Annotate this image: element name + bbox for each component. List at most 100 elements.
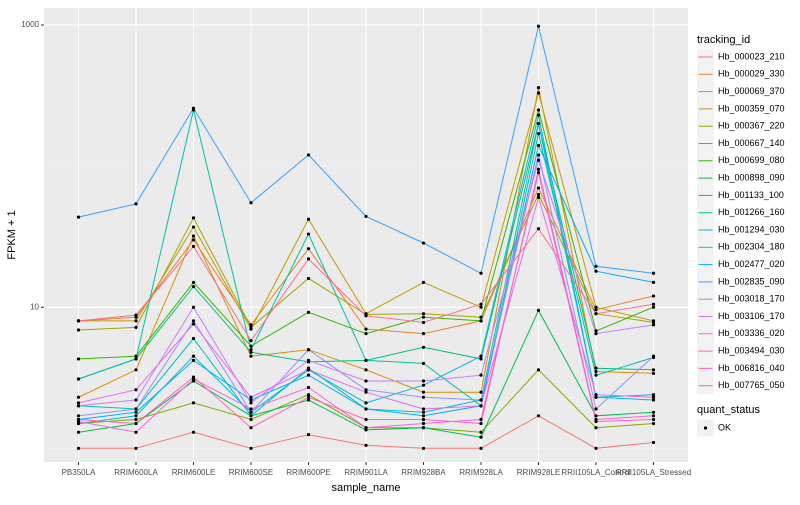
data-point (191, 358, 196, 362)
legend-label: Hb_000023_210 (718, 51, 785, 61)
data-point (479, 435, 483, 439)
data-point (364, 428, 368, 432)
data-point (191, 305, 196, 309)
data-point (594, 305, 598, 309)
data-point (421, 241, 426, 245)
data-point (594, 308, 598, 312)
data-point (76, 430, 81, 434)
legend-title: tracking_id (697, 34, 750, 46)
data-point (479, 404, 483, 408)
data-point (306, 276, 311, 281)
data-point (479, 315, 483, 319)
data-point (249, 354, 253, 358)
data-point (594, 369, 598, 374)
data-point (76, 357, 81, 361)
data-point (364, 388, 368, 392)
data-point (306, 393, 311, 397)
x-tick-label: RRIM928LE (517, 468, 561, 477)
data-point (479, 446, 483, 450)
legend-label: Hb_000898_090 (718, 172, 785, 182)
data-point (536, 308, 541, 312)
x-tick-label: PB350LA (62, 468, 96, 477)
data-point (306, 398, 311, 402)
data-point (651, 305, 656, 309)
data-point (651, 393, 656, 397)
data-point (191, 354, 196, 358)
data-point (594, 393, 598, 397)
data-point (651, 271, 656, 275)
data-point (364, 327, 368, 331)
y-axis-label: FPKM + 1 (6, 210, 18, 259)
points (76, 24, 656, 450)
legend-label: Hb_000699_080 (718, 155, 785, 165)
data-point (536, 143, 541, 148)
data-point (594, 426, 598, 430)
data-point (421, 345, 426, 349)
data-point (134, 368, 138, 372)
legend-label: Hb_002304_180 (718, 242, 785, 252)
data-point (364, 368, 368, 372)
legend-label: Hb_002477_020 (718, 259, 785, 269)
data-point (421, 410, 426, 414)
data-point (421, 280, 426, 284)
data-point (191, 106, 196, 110)
data-point (191, 225, 196, 229)
data-point (536, 153, 541, 157)
legend-label: Hb_000029_330 (718, 69, 785, 79)
data-point (594, 414, 598, 418)
data-point (479, 417, 483, 422)
data-point (306, 217, 311, 221)
data-point (536, 108, 541, 112)
data-point (306, 395, 311, 399)
data-point (306, 373, 311, 377)
data-point (134, 319, 138, 323)
data-point (249, 344, 253, 348)
data-point (249, 446, 253, 450)
data-point (479, 373, 483, 377)
data-point (421, 332, 426, 336)
data-point (191, 280, 196, 284)
data-point (191, 216, 196, 220)
data-point (651, 414, 656, 418)
data-point (536, 113, 541, 117)
data-point (651, 395, 656, 399)
data-point (421, 379, 426, 383)
data-point (134, 354, 138, 358)
data-point (191, 375, 196, 379)
data-point (479, 357, 483, 361)
data-point (364, 332, 368, 336)
data-point (536, 132, 541, 136)
data-point (536, 122, 541, 126)
data-point (651, 368, 656, 372)
data-point (651, 421, 656, 426)
data-point (421, 361, 426, 365)
data-point (651, 294, 656, 298)
data-point (134, 414, 138, 418)
data-point (594, 366, 598, 370)
data-point (479, 354, 483, 358)
legend-label: Hb_007765_050 (718, 380, 785, 390)
data-point (191, 285, 196, 289)
data-point (421, 407, 426, 411)
data-point (249, 426, 253, 430)
data-point (134, 446, 138, 450)
legend-label: Hb_000667_140 (718, 138, 785, 148)
data-point (191, 430, 196, 434)
x-tick-label: RRIM600LA (114, 468, 158, 477)
data-point (594, 395, 598, 399)
data-point (536, 91, 541, 95)
data-point (364, 214, 368, 219)
legend-label: Hb_003336_020 (718, 328, 785, 338)
data-point (76, 395, 81, 399)
data-point (594, 407, 598, 411)
legend-label: Hb_003106_170 (718, 311, 785, 321)
data-point (191, 322, 196, 326)
data-point (536, 86, 541, 90)
data-point (76, 414, 81, 418)
data-point (536, 227, 541, 231)
data-point (134, 398, 138, 402)
data-point (76, 377, 81, 381)
data-point (651, 323, 656, 327)
data-point (134, 430, 138, 434)
